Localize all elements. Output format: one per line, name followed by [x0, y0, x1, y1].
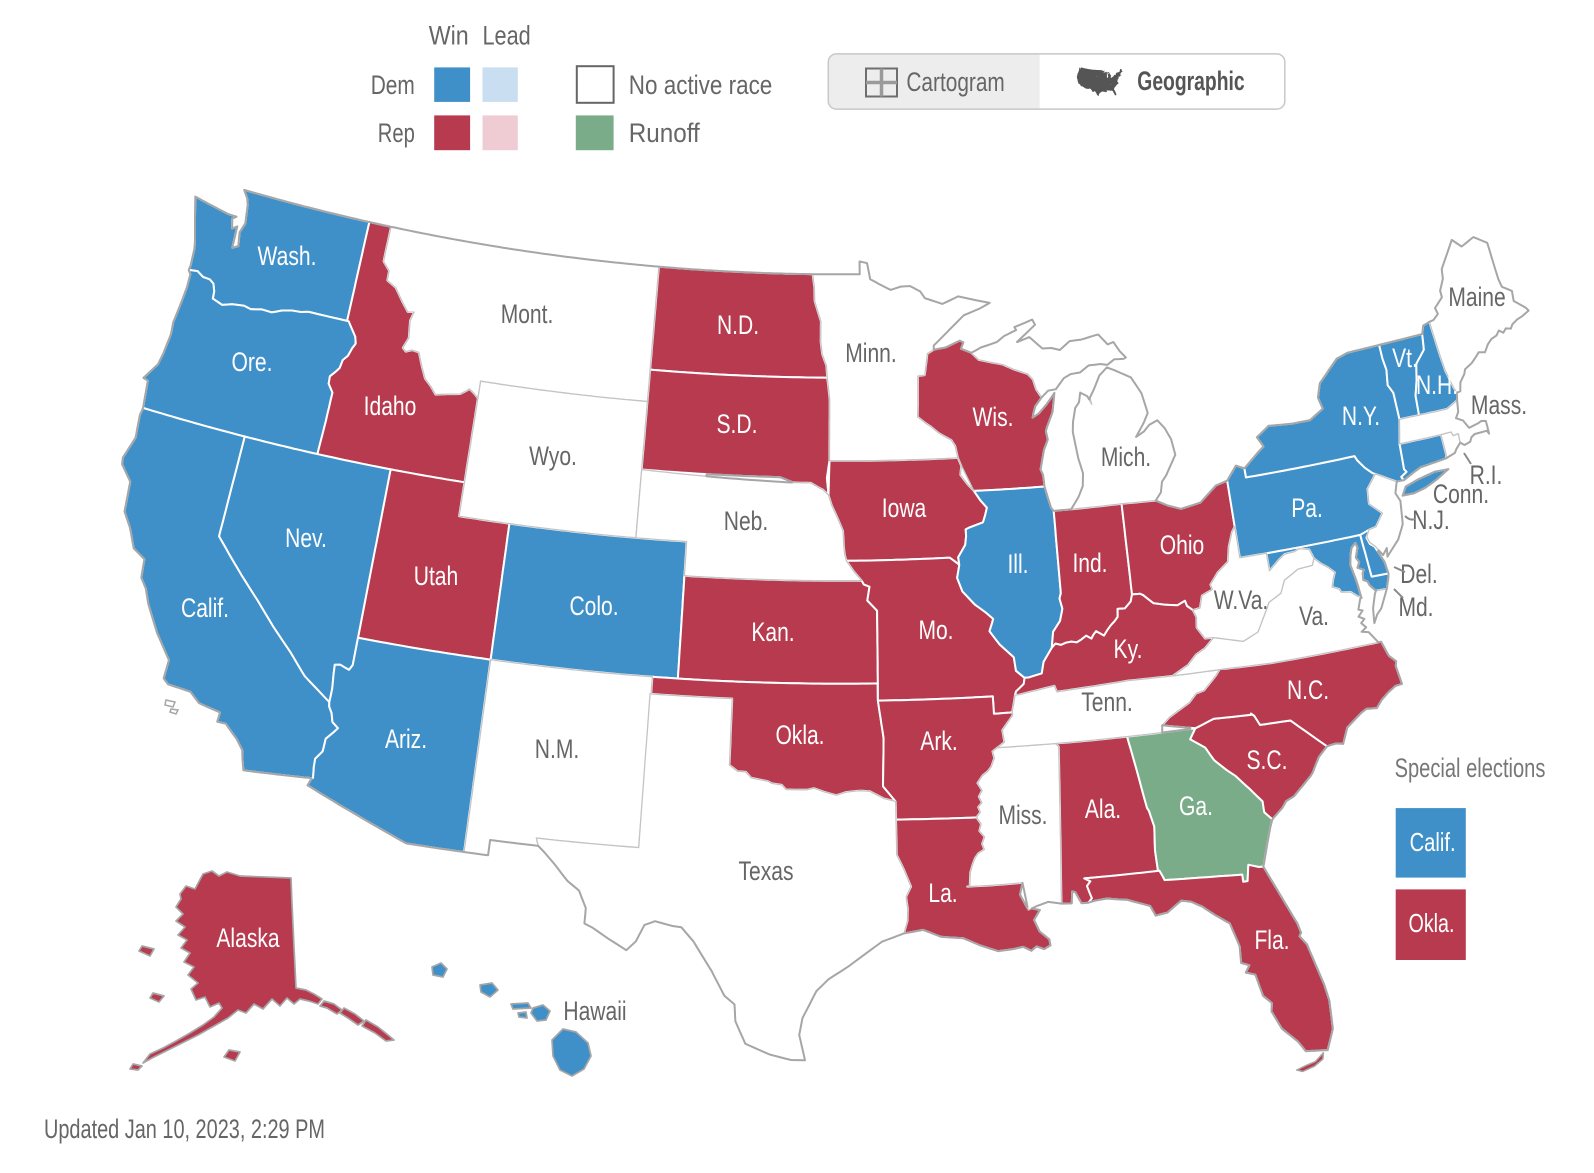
svg-text:Ariz.: Ariz.	[385, 724, 427, 754]
svg-text:Neb.: Neb.	[724, 506, 769, 536]
svg-text:W.Va.: W.Va.	[1214, 585, 1269, 615]
svg-text:No active race: No active race	[629, 70, 773, 100]
svg-text:S.C.: S.C.	[1247, 745, 1288, 775]
svg-text:Texas: Texas	[739, 856, 794, 886]
svg-text:Ill.: Ill.	[1007, 549, 1028, 579]
svg-text:Mo.: Mo.	[918, 615, 953, 645]
svg-text:N.J.: N.J.	[1412, 505, 1449, 535]
svg-text:Ohio: Ohio	[1160, 530, 1205, 560]
svg-text:Fla.: Fla.	[1254, 925, 1289, 955]
svg-text:Ala.: Ala.	[1085, 794, 1121, 824]
svg-text:Runoff: Runoff	[629, 118, 700, 148]
svg-text:Okla.: Okla.	[775, 720, 824, 750]
svg-text:Ind.: Ind.	[1072, 548, 1107, 578]
svg-text:Pa.: Pa.	[1291, 493, 1323, 523]
svg-text:Calif.: Calif.	[1410, 827, 1456, 857]
svg-text:Nev.: Nev.	[285, 523, 327, 553]
svg-text:Wis.: Wis.	[973, 402, 1014, 432]
svg-text:Colo.: Colo.	[569, 591, 618, 621]
svg-text:Ore.: Ore.	[232, 347, 273, 377]
svg-text:Mich.: Mich.	[1101, 442, 1151, 472]
svg-text:R.I.: R.I.	[1470, 460, 1503, 490]
svg-text:Calif.: Calif.	[181, 593, 229, 623]
svg-text:Cartogram: Cartogram	[906, 67, 1004, 97]
svg-text:Okla.: Okla.	[1409, 908, 1455, 938]
svg-text:N.M.: N.M.	[535, 734, 580, 764]
svg-text:Maine: Maine	[1448, 282, 1505, 312]
svg-text:Minn.: Minn.	[845, 338, 897, 368]
svg-text:Ga.: Ga.	[1179, 791, 1213, 821]
svg-text:N.C.: N.C.	[1287, 675, 1329, 705]
svg-text:Wyo.: Wyo.	[529, 441, 577, 471]
svg-text:Ark.: Ark.	[920, 726, 957, 756]
svg-text:La.: La.	[928, 878, 957, 908]
svg-text:N.Y.: N.Y.	[1342, 401, 1380, 431]
svg-text:Dem: Dem	[371, 70, 415, 100]
svg-text:Tenn.: Tenn.	[1081, 687, 1133, 717]
svg-text:Win: Win	[429, 21, 469, 51]
svg-text:Rep: Rep	[378, 118, 415, 148]
svg-text:N.H.: N.H.	[1416, 370, 1458, 400]
svg-text:Ky.: Ky.	[1114, 634, 1143, 664]
svg-text:Updated Jan 10, 2023, 2:29 PM: Updated Jan 10, 2023, 2:29 PM	[44, 1114, 325, 1144]
svg-text:Wash.: Wash.	[258, 241, 317, 271]
svg-text:Iowa: Iowa	[882, 493, 927, 523]
svg-text:Alaska: Alaska	[216, 923, 280, 953]
svg-text:Geographic: Geographic	[1137, 66, 1244, 96]
svg-text:Special elections: Special elections	[1395, 753, 1546, 783]
svg-text:N.D.: N.D.	[717, 310, 759, 340]
svg-text:Kan.: Kan.	[751, 617, 794, 647]
svg-text:S.D.: S.D.	[717, 409, 758, 439]
svg-text:Conn.: Conn.	[1433, 479, 1489, 509]
svg-text:Va.: Va.	[1299, 601, 1329, 631]
svg-text:Vt.: Vt.	[1392, 343, 1418, 373]
svg-text:Utah: Utah	[414, 561, 459, 591]
svg-text:Hawaii: Hawaii	[563, 996, 626, 1026]
svg-text:Md.: Md.	[1398, 592, 1433, 622]
svg-text:Mass.: Mass.	[1471, 390, 1527, 420]
svg-text:Miss.: Miss.	[998, 800, 1047, 830]
svg-text:Lead: Lead	[482, 21, 530, 51]
svg-text:Idaho: Idaho	[364, 391, 417, 421]
svg-text:Del.: Del.	[1400, 559, 1437, 589]
svg-text:Mont.: Mont.	[501, 299, 554, 329]
